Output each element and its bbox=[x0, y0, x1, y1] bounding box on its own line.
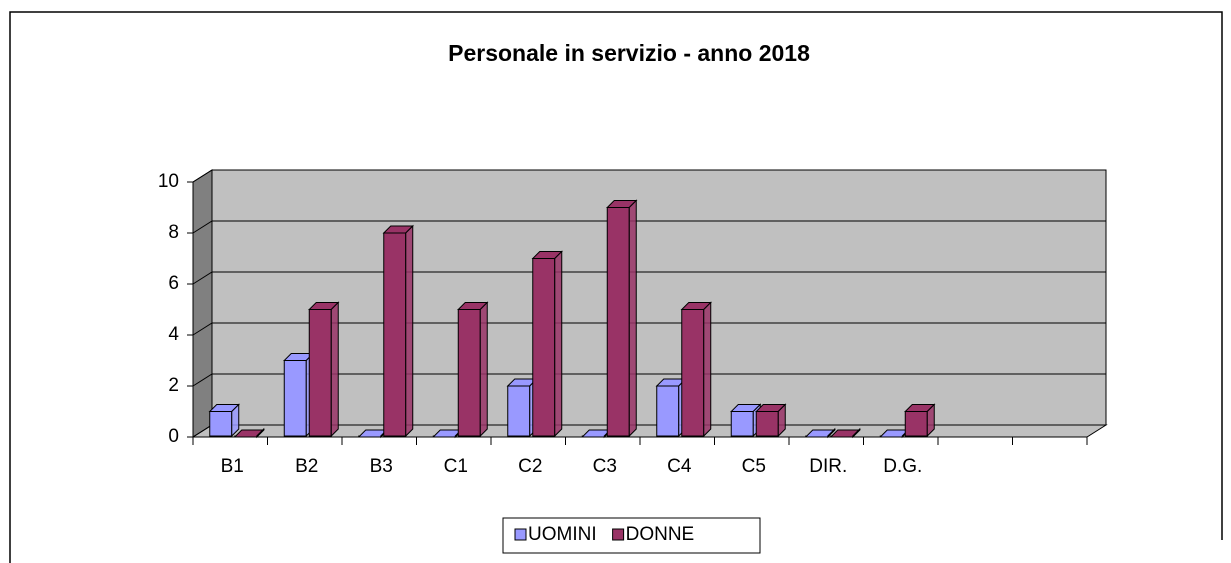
bar-front bbox=[209, 411, 233, 437]
x-tick-label: C4 bbox=[667, 456, 692, 477]
legend-label: DONNE bbox=[626, 524, 695, 545]
back-wall bbox=[211, 169, 1107, 426]
x-tick-label: B2 bbox=[295, 456, 318, 477]
x-tick-label: C1 bbox=[444, 456, 468, 477]
bar-side bbox=[852, 427, 861, 439]
x-tick-label: B3 bbox=[370, 456, 393, 477]
side-wall bbox=[192, 169, 213, 438]
bar-front bbox=[730, 411, 754, 437]
bar-side bbox=[231, 403, 240, 438]
bar-front bbox=[656, 385, 680, 437]
x-tick-label: DIR. bbox=[809, 456, 847, 477]
bar-side bbox=[777, 403, 786, 438]
bar-front bbox=[457, 309, 481, 437]
bar bbox=[904, 403, 936, 438]
chart-title: Personale in servizio - anno 2018 bbox=[448, 40, 810, 66]
y-tick-label: 8 bbox=[168, 222, 179, 243]
bar bbox=[531, 250, 563, 438]
legend-swatch bbox=[514, 528, 527, 541]
bar-side bbox=[479, 301, 488, 438]
legend bbox=[502, 517, 761, 554]
bar bbox=[804, 427, 836, 439]
bar-front bbox=[283, 360, 307, 437]
frame bbox=[9, 11, 1223, 563]
bar bbox=[680, 301, 712, 438]
bar bbox=[606, 199, 638, 438]
legend-label: UOMINI bbox=[528, 524, 597, 545]
x-tick-label: C3 bbox=[593, 456, 617, 477]
bar-side bbox=[827, 427, 836, 439]
y-tick-label: 2 bbox=[168, 375, 179, 396]
grid-line bbox=[192, 220, 1106, 234]
bar-side bbox=[330, 301, 339, 438]
bar bbox=[755, 403, 787, 438]
bar bbox=[829, 427, 861, 439]
grid-line bbox=[192, 169, 1106, 183]
bar bbox=[208, 403, 240, 438]
y-tick-label: 4 bbox=[168, 324, 179, 345]
bar-front bbox=[507, 385, 531, 437]
bar-side bbox=[256, 427, 265, 439]
bar bbox=[382, 224, 414, 438]
y-tick-label: 0 bbox=[168, 426, 179, 447]
bar-side bbox=[554, 250, 563, 438]
x-tick-label: C5 bbox=[742, 456, 766, 477]
grid-line bbox=[192, 373, 1106, 387]
bar-front bbox=[606, 207, 630, 437]
grid-line bbox=[192, 322, 1106, 336]
bar-front bbox=[755, 411, 779, 437]
bar-side bbox=[405, 224, 414, 438]
bar bbox=[357, 427, 389, 439]
bar-side bbox=[926, 403, 935, 438]
x-tick-label: B1 bbox=[221, 456, 244, 477]
bar-front bbox=[532, 258, 556, 437]
legend-swatch bbox=[612, 528, 625, 541]
y-tick-label: 10 bbox=[158, 171, 179, 192]
bar-front bbox=[904, 411, 928, 437]
y-tick-label: 6 bbox=[168, 273, 179, 294]
bar-front bbox=[681, 309, 705, 437]
bar bbox=[457, 301, 489, 438]
bar-side bbox=[703, 301, 712, 438]
bar-side bbox=[628, 199, 637, 438]
bar-front bbox=[308, 309, 332, 437]
bar bbox=[233, 427, 265, 439]
bar bbox=[308, 301, 340, 438]
grid-line bbox=[192, 271, 1106, 285]
x-tick-label: C2 bbox=[518, 456, 542, 477]
x-tick-label: D.G. bbox=[883, 456, 922, 477]
bar-front bbox=[383, 232, 407, 437]
